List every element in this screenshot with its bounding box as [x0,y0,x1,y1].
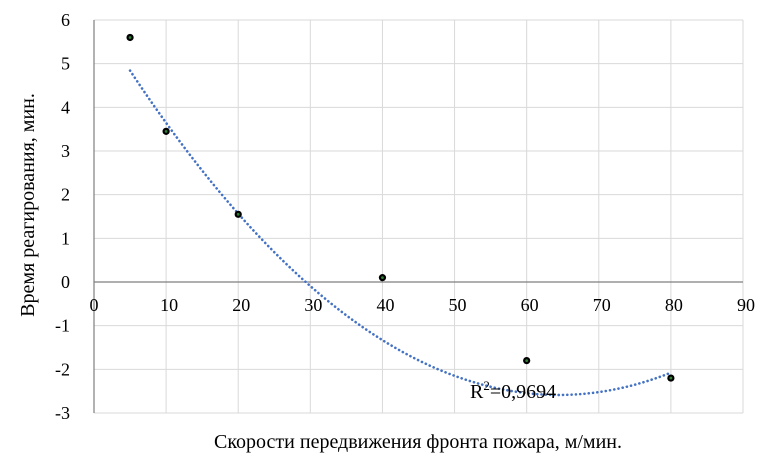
data-point-core [525,359,529,362]
data-point-core [236,212,240,216]
y-axis-title: Время реагирования, мин. [17,93,39,317]
x-tick-label: 10 [160,295,178,315]
x-tick-label: 70 [593,295,611,315]
y-tick-label: -1 [55,316,70,336]
r-squared-prefix: R [470,381,484,403]
data-point-core [128,36,132,39]
x-tick-label: 90 [737,295,755,315]
x-tick-label: 60 [521,295,539,315]
r-squared-value: =0,9694 [490,381,556,403]
r-squared-sup: 2 [483,378,490,393]
data-point-core [381,276,384,280]
y-tick-label: -3 [55,403,70,423]
y-tick-label: 1 [61,228,70,248]
x-axis-title: Скорости передвижения фронта пожара, м/м… [214,431,622,453]
grid [94,19,744,414]
x-tick-label: 30 [304,295,322,315]
y-tick-label: 6 [61,10,70,30]
y-tick-label: 5 [61,54,70,74]
y-tick-label: 2 [61,185,70,205]
x-tick-label: 50 [449,295,467,315]
y-tick-label: 0 [61,272,70,292]
trendline-layer [128,69,673,397]
y-tick-label: -2 [55,359,70,379]
r-squared-label: R2=0,9694 [470,378,556,403]
x-tick-label: 80 [665,295,683,315]
data-point-core [669,376,673,380]
data-point-core [164,129,168,133]
y-tick-label: 4 [61,97,70,117]
x-tick-label: 40 [376,295,394,315]
x-tick-label: 20 [232,295,250,315]
axes [93,20,743,413]
y-tick-label: 3 [61,141,70,161]
data-points [126,33,675,382]
trendline [128,69,673,397]
x-tick-label: 0 [90,295,99,315]
